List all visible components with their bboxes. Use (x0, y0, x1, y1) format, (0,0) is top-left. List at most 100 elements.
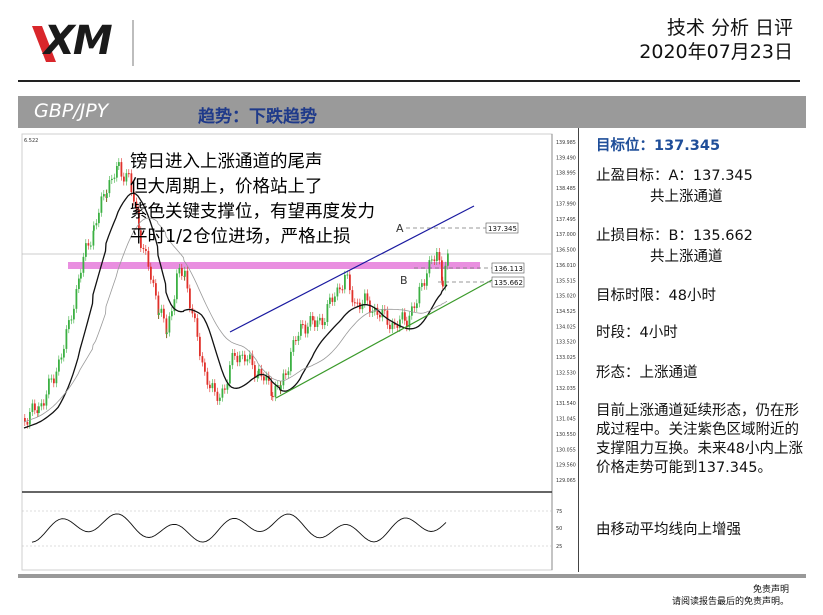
price-chart: 139.985 139.490 138.995 138.485 137.990 137.4… (21, 133, 576, 571)
price-tick-label: 139.490 (556, 155, 576, 161)
price-tick-label: 131.045 (556, 417, 576, 423)
candle-body (196, 318, 199, 337)
candle-body (341, 289, 344, 291)
candle-body (292, 340, 295, 352)
candle-body (181, 267, 183, 276)
target-level: 目标位：137.345 (596, 138, 721, 154)
chart-annotation: 镑日进入上涨通道的尾声 但大周期上，价格站上了 紫色关键支撑位，有望再度发力 平… (130, 150, 375, 250)
price-tick-label: 137.000 (556, 232, 576, 238)
candle-body (90, 245, 92, 247)
timeframe: 目标时限：48小时 (596, 288, 716, 304)
price-tick-label: 135.020 (556, 294, 576, 300)
candle-body (95, 223, 98, 226)
candle-body (113, 177, 116, 179)
candle-body (282, 373, 285, 386)
candle-body (379, 314, 381, 318)
candle-body (277, 385, 279, 387)
disclaimer-text: 请阅读报告最后的免责声明。 (671, 597, 789, 607)
price-tick-label: 137.990 (556, 201, 576, 207)
candle-body (80, 272, 82, 279)
xm-logo: XM (30, 18, 140, 68)
candle-body (108, 180, 111, 194)
candle-body (186, 270, 189, 289)
candle-body (168, 316, 171, 333)
candle-body (24, 418, 26, 422)
candle-body (413, 306, 416, 309)
candle-body (219, 397, 221, 401)
candle-body (374, 307, 376, 312)
level-b2-label: 135.662 (494, 279, 523, 287)
price-tick-label: 130.550 (556, 432, 576, 438)
candle-body (184, 270, 186, 277)
candle-body (406, 320, 408, 328)
price-tick-label: 132.530 (556, 370, 576, 376)
candle-body (171, 311, 173, 317)
candle-body (160, 308, 163, 313)
candle-body (201, 356, 204, 363)
candle-body (272, 395, 274, 398)
candle-body (100, 196, 103, 213)
candle-body (163, 308, 165, 319)
candle-body (29, 411, 31, 425)
candle-body (369, 300, 371, 313)
annotation-line-3: 紫色关键支撑位，有望再度发力 (130, 202, 375, 222)
candle-body (270, 380, 273, 396)
candle-body (78, 278, 80, 290)
candle-body (356, 302, 359, 304)
period: 时段：4小时 (596, 325, 678, 341)
ma-note: 由移动平均线向上增强 (596, 522, 741, 538)
candle-body (111, 178, 113, 181)
candle-body (404, 312, 406, 321)
annotation-line-4: 平时1/2仓位进场，严格止损 (130, 227, 351, 247)
candle-body (165, 318, 168, 335)
candle-body (214, 383, 216, 392)
footer-rule (18, 574, 806, 578)
candle-body (209, 384, 211, 389)
price-tick-label: 131.540 (556, 401, 576, 407)
candle-body (421, 283, 423, 287)
candle-body (265, 375, 268, 381)
disclaimer-title: 免责声明 (752, 585, 789, 595)
currency-pair: GBP/JPY (34, 100, 109, 122)
candle-body (339, 287, 341, 290)
candle-body (226, 383, 229, 390)
candle-body (166, 332, 168, 335)
candle-body (116, 165, 118, 178)
candle-body (221, 388, 224, 398)
candle-body (441, 260, 443, 281)
price-tick-label: 135.515 (556, 278, 576, 284)
header-rule (18, 80, 800, 82)
candle-body (123, 176, 125, 182)
candle-body (120, 162, 123, 177)
take-profit-line: 止盈目标：A：137.345 (596, 168, 753, 184)
top-left-value: 6.522 (24, 138, 38, 144)
stop-loss-note: 共上涨通道 (650, 249, 723, 265)
channel-lower-line (275, 279, 493, 399)
candle-body (319, 317, 321, 321)
candle-body (50, 378, 53, 380)
candle-body (431, 259, 433, 261)
price-tick-label: 138.995 (556, 171, 576, 177)
level-b1-box (491, 262, 525, 274)
point-a-label: A (396, 222, 404, 235)
candle-body (336, 287, 339, 297)
price-tick-label: 136.010 (556, 263, 576, 269)
candle-body (145, 249, 147, 251)
candle-body (263, 376, 265, 381)
channel-upper-line (229, 205, 475, 333)
take-profit-block: 止盈目标：A：137.345 共上涨通道 (596, 164, 753, 206)
candle-body (128, 173, 130, 175)
candle-body (249, 354, 251, 360)
level-a-box (485, 222, 519, 234)
candle-body (254, 365, 256, 378)
candle-body (26, 422, 29, 425)
candle-body (251, 354, 254, 366)
candle-body (118, 162, 120, 166)
candle-body (98, 212, 100, 224)
candle-body (436, 252, 438, 261)
candle-body (295, 340, 297, 342)
candle-body (176, 273, 178, 300)
rsi-tick-label: 25 (556, 544, 562, 550)
price-tick-label: 139.985 (556, 140, 576, 146)
candle-body (191, 308, 194, 314)
